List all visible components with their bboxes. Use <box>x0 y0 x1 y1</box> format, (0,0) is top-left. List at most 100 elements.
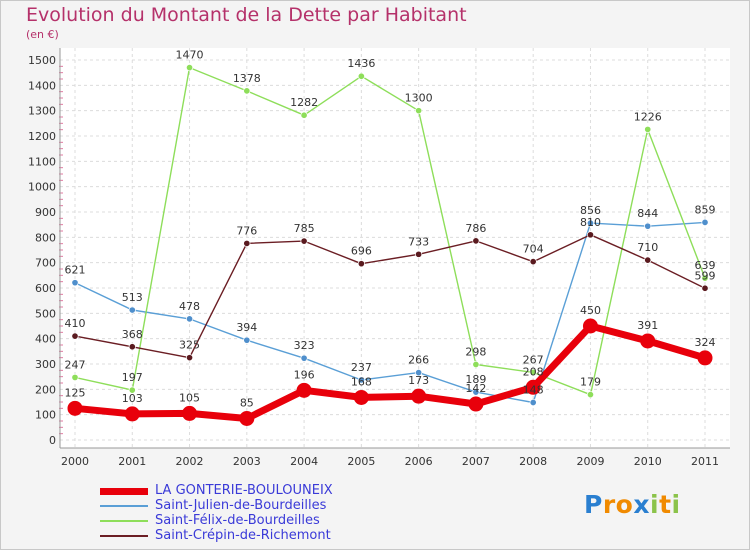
y-tick-label: 100 <box>35 409 56 422</box>
data-label: 179 <box>580 376 601 389</box>
data-label: 776 <box>236 224 257 237</box>
data-label: 1436 <box>347 57 375 70</box>
series-point-0 <box>353 389 369 405</box>
data-label: 733 <box>408 235 429 248</box>
y-tick-label: 1500 <box>28 54 56 67</box>
data-label: 391 <box>637 319 658 332</box>
data-label: 810 <box>580 216 601 229</box>
data-label: 237 <box>351 361 372 374</box>
series-point-1 <box>71 279 79 287</box>
logo-letter: o <box>615 490 634 519</box>
data-label: 125 <box>65 386 86 399</box>
data-label: 103 <box>122 392 143 405</box>
series-point-0 <box>582 318 598 334</box>
data-label: 844 <box>637 207 658 220</box>
data-label: 1300 <box>405 92 433 105</box>
data-label: 639 <box>695 259 716 272</box>
data-label: 859 <box>695 203 716 216</box>
x-tick-label: 2008 <box>519 455 547 468</box>
data-label: 710 <box>637 241 658 254</box>
y-tick-label: 1200 <box>28 130 56 143</box>
series-point-1 <box>415 369 423 377</box>
y-tick-label: 600 <box>35 282 56 295</box>
x-tick-label: 2001 <box>118 455 146 468</box>
y-tick-label: 1100 <box>28 155 56 168</box>
series-point-1 <box>357 376 365 384</box>
data-label: 197 <box>122 371 143 384</box>
x-tick-label: 2003 <box>233 455 261 468</box>
y-tick-label: 700 <box>35 257 56 270</box>
series-point-2 <box>243 87 251 95</box>
series-point-3 <box>185 354 194 362</box>
x-tick-label: 2005 <box>347 455 375 468</box>
series-point-2 <box>71 373 79 381</box>
series-point-1 <box>128 306 136 314</box>
y-tick-label: 300 <box>35 358 56 371</box>
series-point-2 <box>415 107 423 115</box>
series-line-2 <box>74 66 706 396</box>
series-point-0 <box>697 350 713 366</box>
y-tick-label: 800 <box>35 231 56 244</box>
y-tick-label: 1000 <box>28 181 56 194</box>
data-label: 1378 <box>233 72 261 85</box>
data-label: 324 <box>695 336 716 349</box>
data-label: 785 <box>294 222 315 235</box>
data-label: 478 <box>179 300 200 313</box>
data-label: 513 <box>122 291 143 304</box>
series-point-2 <box>300 111 308 119</box>
data-label: 410 <box>65 317 86 330</box>
y-tick-label: 400 <box>35 333 56 346</box>
y-tick-label: 500 <box>35 307 56 320</box>
data-label: 599 <box>695 269 716 282</box>
y-tick-label: 0 <box>49 434 56 447</box>
series-point-0 <box>296 382 312 398</box>
legend-swatch <box>100 505 148 507</box>
series-point-3 <box>71 332 79 340</box>
data-label: 266 <box>408 354 429 367</box>
data-label: 325 <box>179 339 200 352</box>
legend-label: Saint-Félix-de-Bourdeilles <box>155 513 320 528</box>
legend-swatch <box>100 488 148 495</box>
series-point-3 <box>644 256 652 264</box>
data-label: 148 <box>523 384 544 397</box>
series-point-3 <box>243 239 251 247</box>
series-point-0 <box>182 405 198 421</box>
series-point-1 <box>300 354 308 362</box>
series-point-2 <box>185 64 194 72</box>
y-tick-label: 200 <box>35 383 56 396</box>
y-tick-label: 900 <box>35 206 56 219</box>
chart-title: Evolution du Montant de la Dette par Hab… <box>26 4 467 26</box>
series-point-3 <box>357 260 365 268</box>
data-label: 394 <box>236 321 257 334</box>
series-point-1 <box>185 315 194 323</box>
series-point-0 <box>525 379 541 395</box>
series-point-3 <box>128 343 136 351</box>
chart-unit-label: (en €) <box>26 28 59 41</box>
data-label: 105 <box>179 391 200 404</box>
series-point-2 <box>472 360 480 369</box>
data-label: 323 <box>294 339 315 352</box>
series-line-0 <box>71 322 709 422</box>
series-point-2 <box>701 274 709 282</box>
series-point-1 <box>644 222 652 230</box>
y-tick-label: 1400 <box>28 79 56 92</box>
data-label: 85 <box>240 396 254 409</box>
series-point-0 <box>239 410 255 426</box>
series-line-3 <box>74 234 706 359</box>
legend-swatch <box>100 520 148 522</box>
legend-label: Saint-Julien-de-Bourdeilles <box>155 498 327 513</box>
series-point-2 <box>529 368 537 376</box>
chart-plot: 0 100 200 300 400 500 600 700 800 900 1000 1100 1200… <box>28 48 730 468</box>
legend-label: LA GONTERIE-BOULOUNEIX <box>155 483 333 498</box>
series-point-0 <box>67 400 83 416</box>
series-line-1 <box>74 221 706 404</box>
series-point-3 <box>472 237 480 245</box>
series-point-2 <box>357 72 365 80</box>
logo-letter: i <box>671 490 681 519</box>
proxiti-logo: Proxiti <box>584 490 681 519</box>
x-tick-label: 2011 <box>691 455 719 468</box>
series-point-2 <box>586 391 595 399</box>
data-label: 450 <box>580 304 601 317</box>
x-tick-label: 2004 <box>290 455 318 468</box>
x-tick-label: 2009 <box>576 455 604 468</box>
